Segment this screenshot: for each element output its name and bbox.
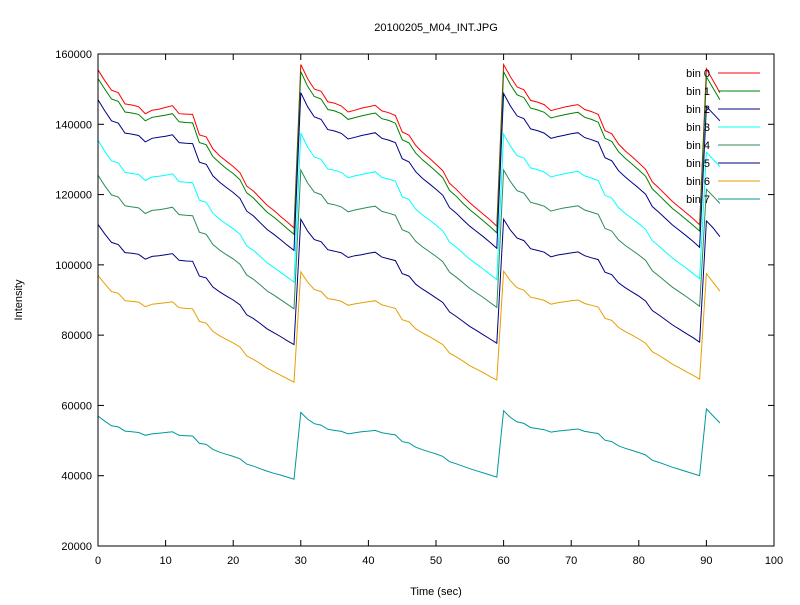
- y-tick-label: 40000: [61, 471, 92, 483]
- axes-layer: 0 10 20 30 40 50 60 70 80 90 100 20000 40000 60000 800…: [55, 49, 783, 567]
- legend-label-bin-3: bin 3: [686, 122, 710, 134]
- y-tick-label: 140000: [55, 119, 92, 131]
- series-line-bin-5: [97, 217, 721, 346]
- x-tick-label: 0: [95, 555, 101, 567]
- legend-label-bin-6: bin 6: [686, 176, 710, 188]
- series-line-bin-3: [97, 132, 721, 284]
- chart-title: 20100205_M04_INT.JPG: [374, 22, 498, 34]
- y-tick-label: 60000: [61, 400, 92, 412]
- x-tick-label: 80: [633, 555, 645, 567]
- series-line-bin-7: [97, 407, 721, 480]
- series-line-bin-0: [97, 62, 721, 230]
- series-line-bin-2: [97, 91, 721, 252]
- x-tick-label: 10: [159, 555, 171, 567]
- y-tick-label: 160000: [55, 49, 92, 61]
- series-line-bin-4: [97, 168, 721, 310]
- legend: bin 0 bin 1 bin 2 bin 3 bin 4 bin 5 bin 6 bin 7: [686, 68, 760, 206]
- x-tick-label: 100: [765, 555, 783, 567]
- legend-label-bin-2: bin 2: [686, 104, 710, 116]
- x-tick-label: 70: [565, 555, 577, 567]
- x-tick-label: 50: [430, 555, 442, 567]
- x-axis-label: Time (sec): [410, 586, 462, 598]
- series-line-bin-6: [97, 269, 721, 384]
- legend-label-bin-1: bin 1: [686, 86, 710, 98]
- series-line-bin-1: [97, 69, 721, 236]
- y-tick-label: 20000: [61, 541, 92, 553]
- x-tick-label: 60: [497, 555, 509, 567]
- y-tick-label: 100000: [55, 260, 92, 272]
- legend-label-bin-7: bin 7: [686, 194, 710, 206]
- legend-label-bin-5: bin 5: [686, 158, 710, 170]
- x-tick-label: 90: [700, 555, 712, 567]
- x-tick-label: 30: [295, 555, 307, 567]
- series-layer: [97, 62, 721, 480]
- y-tick-label: 80000: [61, 330, 92, 342]
- y-axis-label: Intensity: [13, 279, 25, 320]
- y-tick-label: 120000: [55, 190, 92, 202]
- legend-label-bin-4: bin 4: [686, 140, 710, 152]
- x-tick-label: 20: [227, 555, 239, 567]
- legend-label-bin-0: bin 0: [686, 68, 710, 80]
- x-tick-label: 40: [362, 555, 374, 567]
